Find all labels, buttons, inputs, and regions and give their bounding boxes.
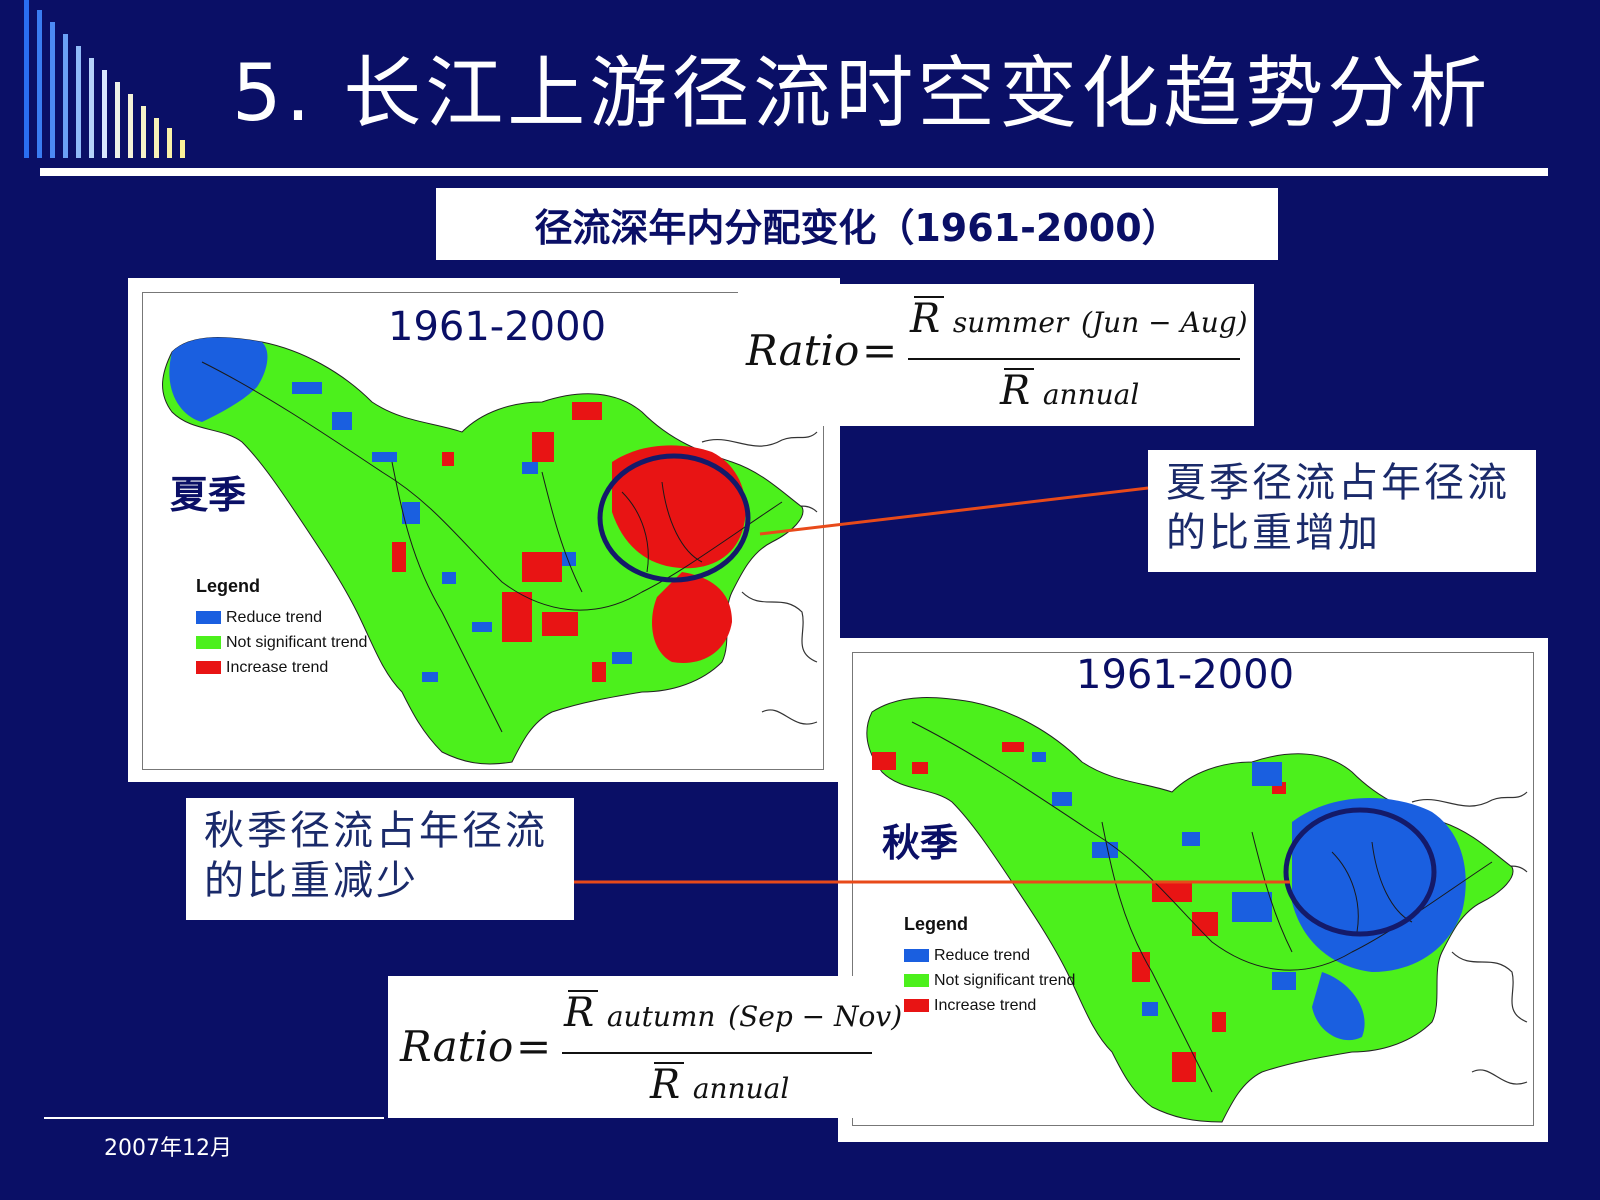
legend-swatch-red <box>196 661 221 674</box>
formula-denominator: R annual <box>650 1062 789 1108</box>
autumn-basin-map <box>866 697 1528 1123</box>
formula-lhs: Ratio <box>400 1022 514 1071</box>
legend-label: Not significant trend <box>934 971 1076 989</box>
formula-denominator: R annual <box>1000 368 1139 414</box>
summer-legend-item-reduce: Reduce trend <box>196 605 367 630</box>
formula-mean-bar <box>654 1062 684 1064</box>
numerator-subscript: autumn <box>606 1000 716 1033</box>
autumn-callout: 秋季径流占年径流 的比重减少 <box>186 798 574 920</box>
formula-numerator: R summer (Jun − Aug) <box>910 296 1248 342</box>
subtitle: 径流深年内分配变化（1961-2000） <box>534 205 1180 250</box>
legend-label: Reduce trend <box>226 608 323 626</box>
summer-callout-line-2: 的比重增加 <box>1166 510 1381 556</box>
footer-date: 2007年12月 <box>104 1136 232 1161</box>
formula-equals: = <box>862 326 898 375</box>
autumn-legend-item-increase: Increase trend <box>904 993 1075 1018</box>
autumn-legend: Legend Reduce trend Not significant tren… <box>904 914 1075 1018</box>
formula-mean-bar <box>1004 368 1034 370</box>
summer-callout-line-1: 夏季径流占年径流 <box>1166 460 1510 506</box>
legend-label: Increase trend <box>226 658 329 676</box>
autumn-legend-item-not-significant: Not significant trend <box>904 968 1075 993</box>
summer-map-panel: 1961-2000 夏季 Legend Reduce trend Not sig… <box>128 278 840 782</box>
formula-equals: = <box>516 1022 552 1071</box>
autumn-highlight-circle <box>1283 807 1437 937</box>
formula-mean-bar <box>914 296 944 298</box>
summer-highlight-circle <box>597 453 751 583</box>
denominator-symbol: R <box>1000 368 1031 414</box>
autumn-season-label: 秋季 <box>882 821 959 865</box>
summer-legend-item-increase: Increase trend <box>196 655 367 680</box>
slide-title: 5. 长江上游径流时空变化趋势分析 <box>232 49 1492 139</box>
legend-swatch-blue <box>196 611 221 624</box>
legend-label: Not significant trend <box>226 633 368 651</box>
title-divider <box>40 168 1548 176</box>
autumn-year-label: 1961-2000 <box>1076 652 1295 698</box>
legend-swatch-blue <box>904 949 929 962</box>
autumn-legend-item-reduce: Reduce trend <box>904 943 1075 968</box>
denominator-subscript: annual <box>692 1072 790 1105</box>
numerator-period: (Jun − Aug) <box>1081 306 1248 339</box>
summer-basin-map <box>162 337 818 765</box>
legend-label: Reduce trend <box>934 946 1031 964</box>
legend-label: Increase trend <box>934 996 1037 1014</box>
legend-swatch-green <box>904 974 929 987</box>
summer-legend: Legend Reduce trend Not significant tren… <box>196 576 367 680</box>
summer-basin-region <box>162 337 804 765</box>
formula-mean-bar <box>568 990 598 992</box>
denominator-symbol: R <box>650 1062 681 1108</box>
summer-reduce-patches <box>292 382 632 682</box>
summer-rivers <box>201 361 783 733</box>
numerator-symbol: R <box>564 990 595 1036</box>
numerator-symbol: R <box>910 296 941 342</box>
summer-legend-item-not-significant: Not significant trend <box>196 630 367 655</box>
footer-divider <box>44 1117 384 1119</box>
numerator-period: (Sep − Nov) <box>728 1000 903 1033</box>
legend-swatch-green <box>196 636 221 649</box>
summer-callout: 夏季径流占年径流 的比重增加 <box>1148 450 1536 572</box>
legend-swatch-red <box>904 999 929 1012</box>
formula-numerator: R autumn (Sep − Nov) <box>564 990 902 1036</box>
summer-year-label: 1961-2000 <box>388 304 607 350</box>
subtitle-box: 径流深年内分配变化（1961-2000） <box>436 188 1278 260</box>
summer-legend-title: Legend <box>196 576 261 596</box>
summer-season-label: 夏季 <box>170 473 247 517</box>
autumn-formula: Ratio = R autumn (Sep − Nov) R annual <box>388 976 902 1118</box>
summer-increase-patches <box>392 402 746 682</box>
autumn-legend-title: Legend <box>904 914 969 934</box>
autumn-callout-line-2: 的比重减少 <box>204 858 419 904</box>
autumn-increase-patches <box>872 742 1286 1082</box>
formula-lhs: Ratio <box>746 326 860 375</box>
denominator-subscript: annual <box>1042 378 1140 411</box>
numerator-subscript: summer <box>952 306 1069 339</box>
formula-fraction-bar <box>908 358 1240 360</box>
summer-blue-headwater <box>169 337 268 422</box>
decorative-bars <box>24 0 185 158</box>
summer-formula: Ratio = R summer (Jun − Aug) R annual <box>738 284 1254 426</box>
autumn-callout-line-1: 秋季径流占年径流 <box>204 808 548 854</box>
autumn-map-panel: 1961-2000 秋季 Legend Reduce trend Not sig… <box>838 638 1548 1142</box>
formula-fraction-bar <box>562 1052 872 1054</box>
